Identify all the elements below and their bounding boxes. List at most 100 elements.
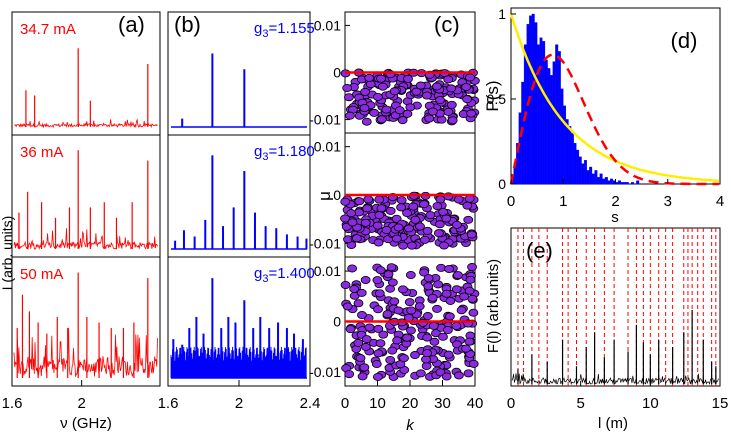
panel-c-point: [422, 349, 433, 358]
panel-c-point: [404, 224, 414, 233]
panel-c-point: [441, 289, 452, 298]
panel-c-point: [402, 208, 412, 217]
panel-d-hist-bar: [547, 68, 551, 185]
panel-c-point: [396, 203, 407, 212]
panel-c-point: [441, 214, 452, 223]
panel-c-point: [353, 299, 364, 308]
panel-a-noise-3: [13, 327, 158, 378]
panel-c-point: [351, 234, 362, 243]
panel-a-xtick-label: 2: [77, 395, 85, 412]
panel-a-frame-3: [11, 256, 161, 387]
panel-c-point: [453, 271, 463, 280]
panel-d-xlabel: s: [611, 209, 619, 226]
panel-c-point: [446, 84, 457, 93]
panel-c-point: [356, 288, 367, 297]
panel-c-points-2: [340, 191, 479, 250]
panel-d-hist-bar: [602, 178, 606, 185]
panel-d-hist-bar: [531, 13, 535, 185]
panel-c-point: [422, 312, 433, 321]
panel-a-label: (a): [118, 12, 145, 37]
panel-c-point: [422, 333, 433, 342]
panel-c-point: [385, 206, 396, 215]
panel-c-point: [373, 305, 383, 314]
panel-c-point: [397, 116, 408, 125]
panel-c-point: [364, 73, 375, 82]
panel-c-point: [433, 229, 444, 238]
panel-c-point: [360, 342, 371, 351]
panel-c-point: [372, 276, 383, 285]
panel-e-xtick-label: 15: [712, 395, 729, 412]
panel-c-point: [463, 215, 474, 224]
panel-c-point: [340, 214, 350, 223]
panel-c-point: [443, 107, 454, 116]
panel-d-hist-bar: [636, 180, 640, 185]
panel-c-point: [398, 241, 408, 250]
panel-c-point: [346, 209, 357, 218]
panel-c-point: [406, 326, 416, 335]
panel-c-point: [404, 298, 415, 307]
panel-d-hist-bar: [594, 170, 598, 185]
panel-d-hist-bar: [568, 126, 572, 185]
panel-d-hist-bar: [604, 177, 608, 185]
panel-c-point: [407, 241, 417, 250]
panel-c-point: [396, 196, 407, 205]
panel-c-ytick-label: 0.01: [314, 139, 341, 155]
panel-c-point: [461, 344, 471, 353]
panel-c-point: [377, 115, 387, 124]
panel-c-point: [373, 92, 383, 101]
panel-c-point: [355, 354, 366, 363]
panel-e-xtick-label: 10: [642, 395, 659, 412]
panel-c-point: [419, 268, 429, 277]
panel-c-point: [424, 114, 435, 123]
panel-d-hist-bar: [550, 75, 553, 185]
panel-c-point: [340, 280, 351, 289]
panel-c-point: [414, 302, 425, 311]
panel-e-label: (e): [526, 238, 553, 263]
panel-d-hist-bar: [631, 182, 634, 185]
panel-c-point: [428, 321, 439, 330]
panel-c-ytick-label: 0.01: [314, 263, 341, 279]
panel-c-ytick-label: -0.01: [309, 112, 341, 128]
panel-c-point: [361, 335, 372, 344]
panel-d-hist-bar: [539, 37, 543, 185]
panel-c-point: [451, 285, 462, 294]
panel-c-point: [378, 82, 388, 91]
panel-c-point: [431, 329, 441, 338]
panel-c-point: [378, 330, 389, 339]
panel-c-point: [465, 73, 475, 82]
panel-c-point: [464, 337, 475, 346]
panel-c-point: [415, 369, 426, 378]
panel-c-point: [398, 285, 408, 294]
panel-d-hist-bar: [591, 173, 595, 185]
panel-a-current-label: 34.7 mA: [20, 21, 76, 38]
panel-c-point: [371, 360, 382, 369]
panel-d-hist-bar: [625, 182, 629, 185]
panel-c-point: [462, 95, 472, 104]
panel-d-hist-bar: [565, 119, 569, 185]
panel-d-label: (d): [671, 28, 698, 53]
panel-d-hist-bar: [597, 177, 600, 185]
panel-c-point: [443, 325, 453, 334]
panel-c-point: [462, 201, 473, 210]
panel-c-point: [349, 284, 360, 293]
panel-c-point: [383, 270, 394, 279]
panel-d-hist-bar: [610, 178, 614, 185]
panel-d-hist-bar: [563, 105, 567, 185]
panel-c-point: [373, 349, 384, 358]
panel-c-point: [402, 333, 413, 342]
panel-c-point: [389, 87, 400, 96]
panel-c-point: [399, 354, 409, 363]
panel-c-point: [419, 200, 429, 209]
panel-c-point: [342, 84, 353, 93]
panel-d-hist-bar: [576, 149, 580, 185]
panel-b-g3-label: g3=1.155: [254, 20, 315, 40]
panel-e-xlabel: l (m): [598, 415, 628, 432]
panel-c-point: [445, 296, 456, 305]
panel-c-point: [357, 311, 367, 320]
panel-c-point: [393, 223, 404, 232]
panel-c-point: [392, 336, 402, 345]
panel-d-ytick-label: 1: [498, 6, 506, 22]
panel-d-hist-bar: [599, 173, 603, 185]
panel-c-point: [373, 372, 383, 381]
